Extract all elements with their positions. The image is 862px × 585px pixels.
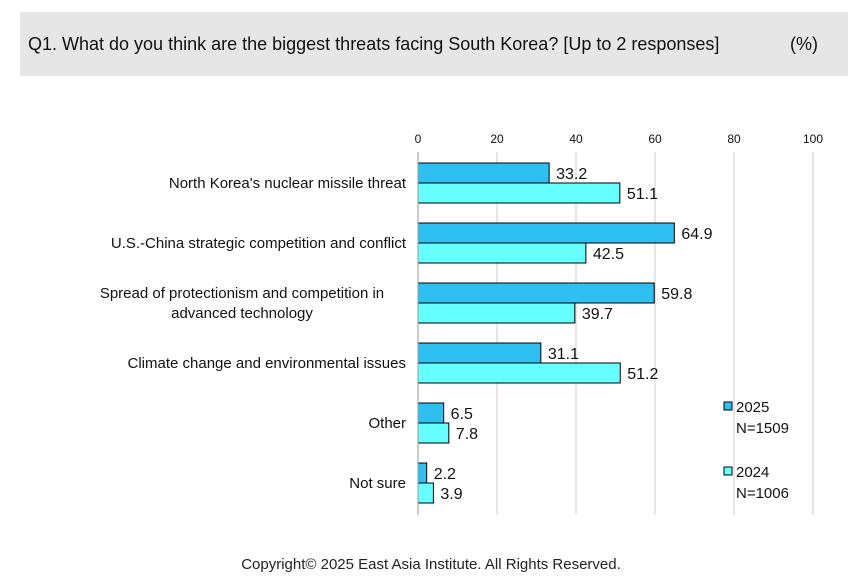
data-label: 64.9 (681, 226, 712, 243)
data-label: 7.8 (456, 426, 478, 443)
legend-label: 2025 (736, 399, 769, 416)
bar-2025 (417, 342, 542, 364)
tick-label: 60 (648, 132, 662, 146)
legend-swatch-2025 (723, 401, 733, 411)
tick-label: 80 (727, 132, 741, 146)
bar-2024 (417, 242, 587, 264)
legend-note: N=1509 (736, 420, 789, 437)
data-label: 33.2 (556, 166, 587, 183)
tick-label: 40 (569, 132, 583, 146)
data-label: 59.8 (661, 286, 692, 303)
legend-swatch-2024 (723, 466, 733, 476)
tick-label: 20 (490, 132, 504, 146)
bar-2025 (417, 162, 550, 184)
bar-2024 (417, 182, 621, 204)
category-label: Spread of protectionism and competition … (100, 285, 384, 302)
legend-label: 2024 (736, 464, 769, 481)
category-label: advanced technology (171, 305, 313, 322)
data-label: 31.1 (548, 346, 579, 363)
tick-label: 100 (803, 132, 823, 146)
data-label: 6.5 (451, 406, 473, 423)
bar-2024 (417, 422, 450, 444)
tick-label: 0 (415, 132, 422, 146)
chart-unit: (%) (790, 34, 818, 54)
bar-2024 (417, 482, 434, 504)
bar-2025 (417, 462, 428, 484)
data-label: 51.2 (627, 366, 658, 383)
category-label: U.S.-China strategic competition and con… (111, 235, 407, 252)
bar-2025 (417, 402, 445, 424)
data-label: 39.7 (582, 306, 613, 323)
category-label: Not sure (349, 475, 406, 492)
chart-header: Q1. What do you think are the biggest th… (20, 12, 848, 76)
bar-2025 (417, 222, 675, 244)
bar-2025 (417, 282, 655, 304)
data-label: 3.9 (440, 486, 462, 503)
copyright-footer: Copyright© 2025 East Asia Institute. All… (241, 556, 621, 573)
data-label: 42.5 (593, 246, 624, 263)
data-label: 2.2 (434, 466, 456, 483)
data-label: 51.1 (627, 186, 658, 203)
bar-2024 (417, 302, 576, 324)
legend-note: N=1006 (736, 485, 789, 502)
chart-title: Q1. What do you think are the biggest th… (28, 34, 720, 54)
category-label: North Korea's nuclear missile threat (169, 175, 407, 192)
bar-2024 (417, 362, 621, 384)
category-label: Climate change and environmental issues (128, 355, 407, 372)
category-label: Other (368, 415, 406, 432)
